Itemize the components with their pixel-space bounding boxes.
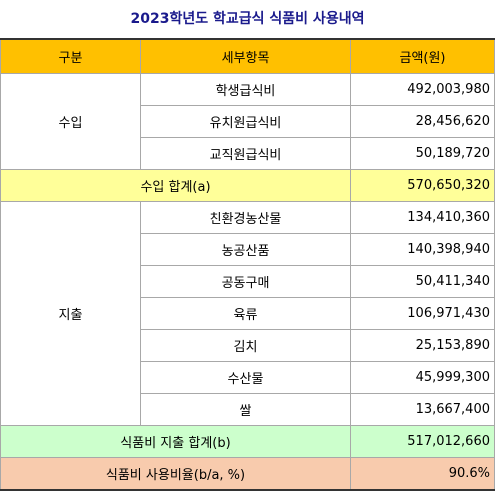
table-row: 김치 25,153,890 xyxy=(1,329,495,362)
ratio-row: 식품비 사용비율(b/a, %) 90.6% xyxy=(0,457,495,491)
table-row: 유치원급식비 28,456,620 xyxy=(1,105,495,138)
header-amount: 금액(원) xyxy=(350,38,495,74)
page-title: 2023학년도 학교급식 식품비 사용내역 xyxy=(130,11,365,27)
expense-item-amount: 25,153,890 xyxy=(350,329,495,362)
expense-item-amount: 50,411,340 xyxy=(350,265,495,298)
table-row: 농공산품 140,398,940 xyxy=(1,233,495,266)
income-item-amount: 28,456,620 xyxy=(350,105,495,138)
income-item-name: 학생급식비 xyxy=(140,73,351,106)
expense-item-amount: 13,667,400 xyxy=(350,393,495,426)
income-total-row: 수입 합계(a) 570,650,320 xyxy=(0,169,495,202)
expense-item-name: 공동구매 xyxy=(140,265,351,298)
income-category-label: 수입 xyxy=(0,73,141,170)
income-total-label: 수입 합계(a) xyxy=(0,169,351,202)
expense-item-name: 김치 xyxy=(140,329,351,362)
expense-item-name: 친환경농산물 xyxy=(140,201,351,234)
expense-category-label: 지출 xyxy=(0,201,141,426)
expense-item-amount: 45,999,300 xyxy=(350,361,495,394)
food-expense-table: 구분 세부항목 금액(원) 수입 학생급식비 492,003,980 유치원급식… xyxy=(0,38,495,491)
expense-item-amount: 134,410,360 xyxy=(350,201,495,234)
header-category: 구분 xyxy=(0,38,141,74)
expense-total-row: 식품비 지출 합계(b) 517,012,660 xyxy=(0,425,495,458)
expense-total-amount: 517,012,660 xyxy=(350,425,495,458)
income-item-name: 교직원급식비 xyxy=(140,137,351,170)
table-row: 공동구매 50,411,340 xyxy=(1,265,495,298)
ratio-label: 식품비 사용비율(b/a, %) xyxy=(0,457,351,491)
expense-item-name: 육류 xyxy=(140,297,351,330)
income-item-amount: 492,003,980 xyxy=(350,73,495,106)
expense-item-amount: 106,971,430 xyxy=(350,297,495,330)
table-row: 육류 106,971,430 xyxy=(1,297,495,330)
income-total-amount: 570,650,320 xyxy=(350,169,495,202)
expense-item-name: 수산물 xyxy=(140,361,351,394)
table-row: 쌀 13,667,400 xyxy=(1,393,495,426)
table-row: 수산물 45,999,300 xyxy=(1,361,495,394)
expense-item-name: 쌀 xyxy=(140,393,351,426)
table-header-row: 구분 세부항목 금액(원) xyxy=(0,38,495,74)
expense-item-amount: 140,398,940 xyxy=(350,233,495,266)
income-item-amount: 50,189,720 xyxy=(350,137,495,170)
header-item: 세부항목 xyxy=(140,38,351,74)
table-row: 지출 친환경농산물 134,410,360 xyxy=(0,201,495,426)
expense-item-name: 농공산품 xyxy=(140,233,351,266)
table-row: 교직원급식비 50,189,720 xyxy=(1,137,495,170)
ratio-value: 90.6% xyxy=(350,457,495,491)
expense-total-label: 식품비 지출 합계(b) xyxy=(0,425,351,458)
income-item-name: 유치원급식비 xyxy=(140,105,351,138)
table-row: 수입 학생급식비 492,003,980 xyxy=(0,73,495,170)
